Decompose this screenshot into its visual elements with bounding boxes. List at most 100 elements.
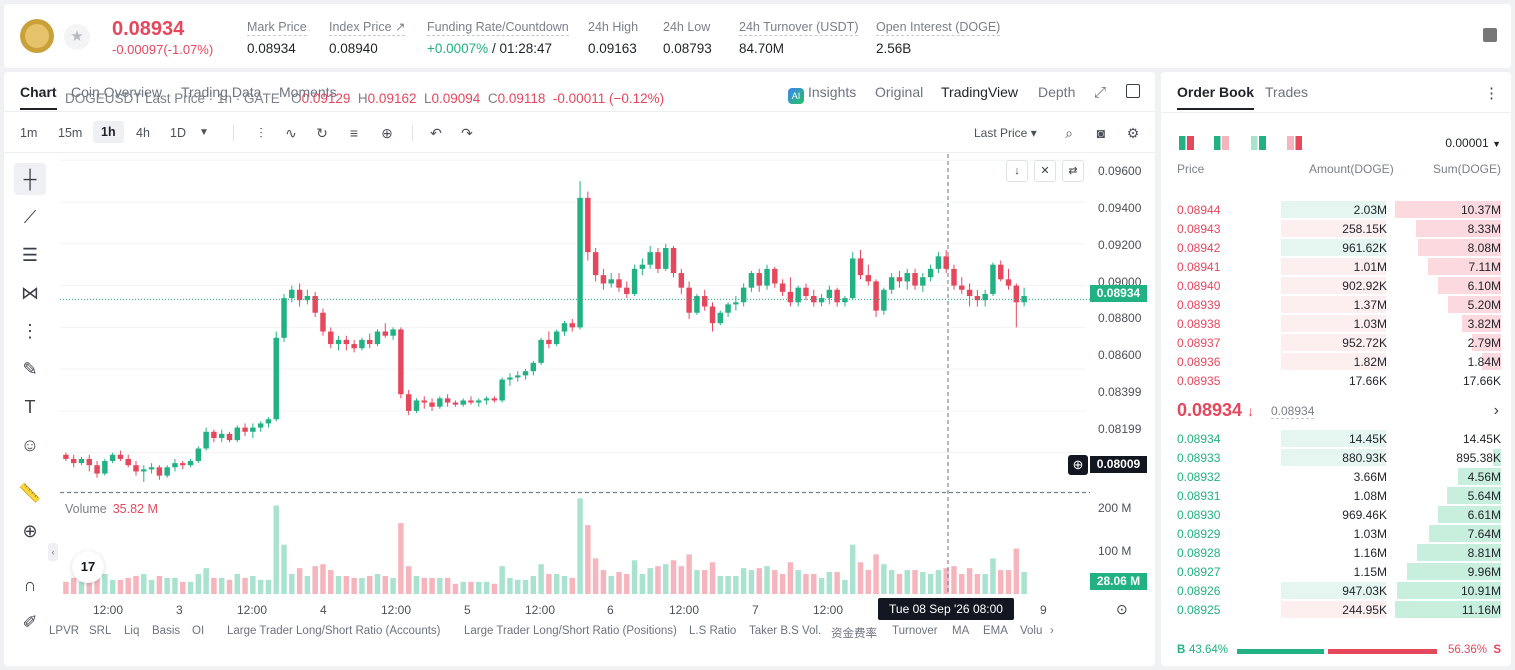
ask-row[interactable]: 0.08935 17.66K 17.66K: [1161, 371, 1511, 390]
interval-15m[interactable]: 15m: [58, 126, 83, 140]
crosshair-icon[interactable]: ┼: [14, 163, 46, 195]
add-alert-icon[interactable]: ⊕: [1068, 455, 1088, 475]
templates-icon[interactable]: ≡: [349, 125, 359, 141]
stat-label[interactable]: Mark Price: [247, 20, 307, 36]
bid-row[interactable]: 0.08925 244.95K 11.16M: [1161, 600, 1511, 619]
pattern-icon[interactable]: ⋈: [21, 283, 39, 303]
more-menu-icon[interactable]: ⋮: [1484, 85, 1499, 102]
horizontal-lines-icon[interactable]: ☰: [21, 245, 39, 265]
indicator-ls-positions[interactable]: Large Trader Long/Short Ratio (Positions…: [464, 625, 677, 637]
ask-row[interactable]: 0.08940 902.92K 6.10M: [1161, 276, 1511, 295]
indicator-lpvr[interactable]: LPVR: [49, 625, 80, 637]
chevron-right-icon[interactable]: ›: [1493, 402, 1499, 419]
indicators-icon[interactable]: ∿: [285, 125, 297, 141]
stat-label[interactable]: Open Interest (DOGE): [876, 20, 1001, 36]
bid-row[interactable]: 0.08928 1.16M 8.81M: [1161, 543, 1511, 562]
tab-insights[interactable]: AI Insights: [788, 84, 856, 104]
ask-row[interactable]: 0.08942 961.62K 8.08M: [1161, 238, 1511, 257]
tab-order-book[interactable]: Order Book: [1177, 84, 1255, 110]
view-both-icon[interactable]: [1179, 136, 1194, 150]
ruler-icon[interactable]: 📏: [18, 483, 42, 503]
indicator-turnover[interactable]: Turnover: [892, 625, 938, 637]
indicator-basis[interactable]: Basis: [152, 625, 181, 637]
emoji-icon[interactable]: ☺: [20, 435, 40, 455]
bid-row[interactable]: 0.08933 880.93K 895.38K: [1161, 448, 1511, 467]
indicator-ma[interactable]: MA: [952, 625, 970, 637]
settings-gear-icon[interactable]: ⚙: [1126, 125, 1140, 141]
indicator-srl[interactable]: SRL: [89, 625, 112, 637]
indicator-taker-vol[interactable]: Taker B.S Vol.: [749, 625, 822, 637]
fib-icon[interactable]: ⋮: [21, 321, 39, 341]
ask-row[interactable]: 0.08943 258.15K 8.33M: [1161, 219, 1511, 238]
redo-icon[interactable]: ↷: [461, 125, 473, 141]
ask-row[interactable]: 0.08944 2.03M 10.37M: [1161, 200, 1511, 219]
bid-row[interactable]: 0.08932 3.66M 4.56M: [1161, 467, 1511, 486]
indicator-ls-ratio[interactable]: L.S Ratio: [689, 625, 737, 637]
tab-moments[interactable]: Moments: [279, 84, 337, 100]
indicator-volume[interactable]: Volu: [1020, 625, 1043, 637]
view-depth-icon[interactable]: [1287, 136, 1302, 150]
ask-row[interactable]: 0.08939 1.37M 5.20M: [1161, 295, 1511, 314]
interval-4h[interactable]: 4h: [136, 126, 150, 140]
price-type-select[interactable]: Last Price ▾: [974, 126, 1037, 140]
tab-original[interactable]: Original: [875, 84, 924, 100]
text-icon[interactable]: T: [24, 397, 36, 417]
stat-label[interactable]: Index Price ↗: [329, 20, 406, 36]
ask-row[interactable]: 0.08941 1.01M 7.11M: [1161, 257, 1511, 276]
undo-icon[interactable]: ↶: [430, 125, 442, 141]
bid-row[interactable]: 0.08929 1.03M 7.64M: [1161, 524, 1511, 543]
interval-1h[interactable]: 1h: [93, 121, 124, 143]
compare-icon[interactable]: ↻: [316, 125, 328, 141]
notebook-icon[interactable]: [1483, 28, 1497, 42]
candlestick-chart[interactable]: [60, 154, 1090, 594]
tab-chart[interactable]: Chart: [20, 84, 57, 110]
interval-1d[interactable]: 1D: [170, 126, 186, 140]
trendline-icon[interactable]: ⟋: [23, 207, 37, 227]
reset-scale-icon[interactable]: ⊙: [1116, 601, 1128, 617]
camera-icon[interactable]: ◙: [1096, 125, 1106, 141]
indicator-ls-accounts[interactable]: Large Trader Long/Short Ratio (Accounts): [227, 625, 441, 637]
window-icon[interactable]: [1126, 84, 1140, 98]
bid-row[interactable]: 0.08926 947.03K 10.91M: [1161, 581, 1511, 600]
tab-trading-data[interactable]: Trading Data: [181, 84, 262, 100]
bid-row[interactable]: 0.08930 969.46K 6.61M: [1161, 505, 1511, 524]
swap-icon[interactable]: ⇄: [1062, 160, 1084, 182]
tab-coin-overview[interactable]: Coin Overview: [71, 84, 163, 100]
interval-dropdown-icon[interactable]: ▼: [199, 127, 209, 138]
interval-1m[interactable]: 1m: [20, 126, 38, 140]
bid-row[interactable]: 0.08927 1.15M 9.96M: [1161, 562, 1511, 581]
indicator-liq[interactable]: Liq: [124, 625, 140, 637]
ask-row[interactable]: 0.08938 1.03M 3.82M: [1161, 314, 1511, 333]
brush-icon[interactable]: ✎: [22, 359, 38, 379]
tab-tradingview[interactable]: TradingView: [941, 84, 1019, 100]
pencil-lock-icon[interactable]: ✐: [22, 612, 38, 632]
tradingview-logo-icon[interactable]: 17: [72, 551, 104, 583]
add-indicator-icon[interactable]: ⊕: [381, 125, 393, 141]
stat-label[interactable]: 24h Turnover (USDT): [739, 20, 859, 36]
tab-depth[interactable]: Depth: [1038, 84, 1076, 100]
collapse-icon[interactable]: ✕: [1034, 160, 1056, 182]
stat-label[interactable]: Funding Rate/Countdown: [427, 20, 569, 36]
bid-row[interactable]: 0.08931 1.08M 5.64M: [1161, 486, 1511, 505]
fullscreen-icon[interactable]: ⤢: [1094, 84, 1107, 101]
favorite-star-icon[interactable]: ★: [64, 24, 90, 50]
ask-row[interactable]: 0.08936 1.82M 1.84M: [1161, 352, 1511, 371]
collapse-sidebar-icon[interactable]: ‹: [48, 543, 58, 561]
time-axis[interactable]: 12:00 3 12:00 4 12:00 5 12:00 6 12:00 7 …: [60, 598, 1090, 622]
indicator-ema[interactable]: EMA: [983, 625, 1008, 637]
price-axis[interactable]: 0.09600 0.09400 0.09200 0.09000 0.08800 …: [1094, 154, 1154, 594]
indicator-funding-rate[interactable]: 资金费率: [831, 628, 877, 640]
candle-type-icon[interactable]: ⫶: [259, 125, 263, 141]
chevron-right-icon[interactable]: ›: [1050, 625, 1054, 637]
mid-price[interactable]: 0.08934 ↓: [1177, 400, 1254, 421]
ask-row[interactable]: 0.08937 952.72K 2.79M: [1161, 333, 1511, 352]
view-bids-icon[interactable]: [1214, 136, 1229, 150]
magnet-icon[interactable]: ∩: [23, 575, 37, 595]
scroll-down-icon[interactable]: ↓: [1006, 160, 1028, 182]
tab-trades[interactable]: Trades: [1265, 84, 1309, 100]
bid-row[interactable]: 0.08934 14.45K 14.45K: [1161, 429, 1511, 448]
zoom-in-icon[interactable]: ⊕: [22, 521, 38, 541]
precision-select[interactable]: 0.00001 ▼: [1445, 136, 1501, 150]
indicator-oi[interactable]: OI: [192, 625, 205, 637]
search-icon[interactable]: ⌕: [1065, 125, 1073, 141]
